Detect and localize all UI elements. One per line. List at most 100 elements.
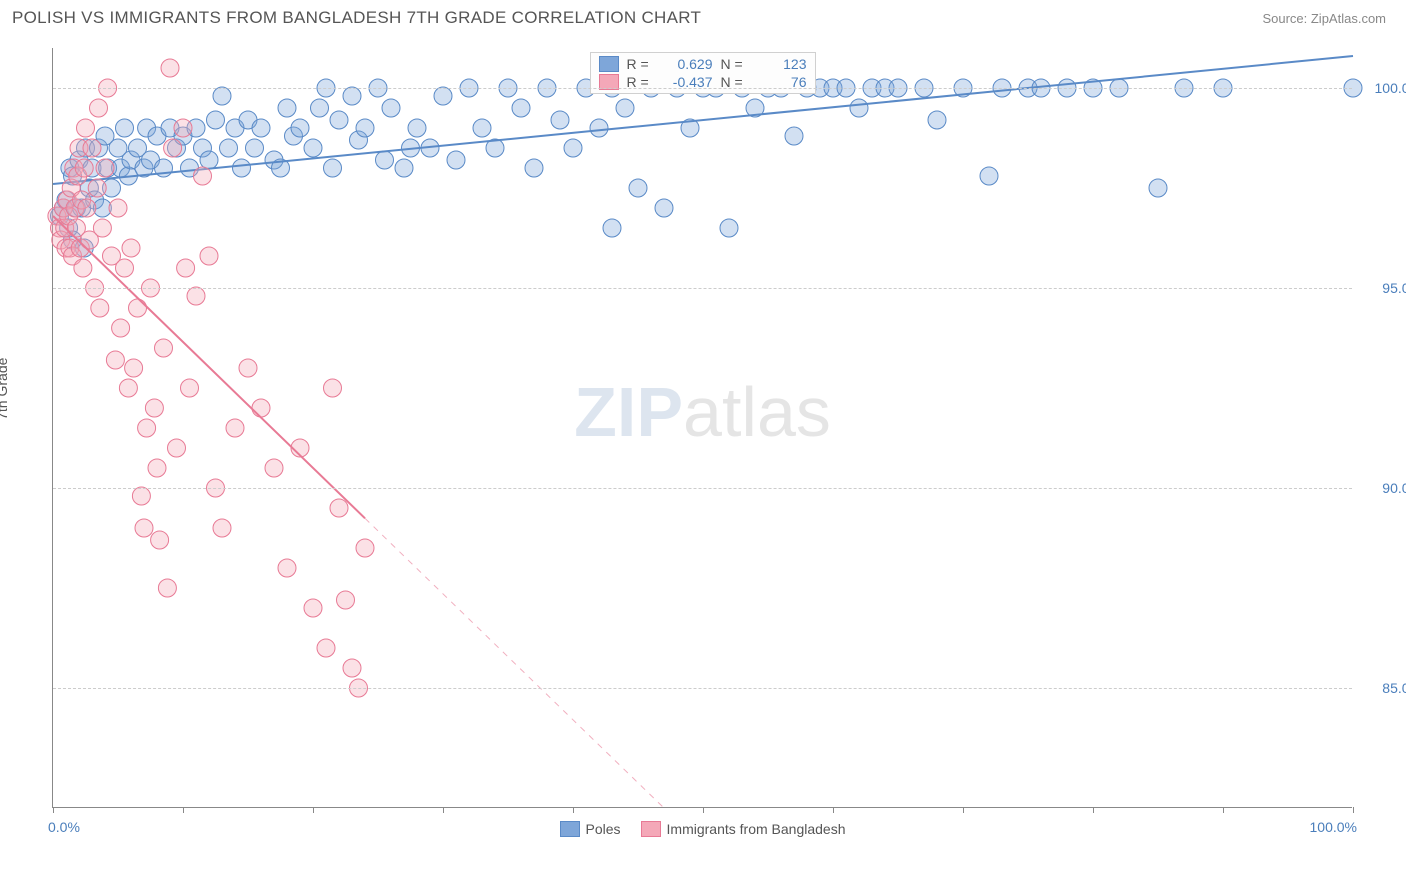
gridline bbox=[53, 88, 1352, 89]
data-point bbox=[512, 99, 530, 117]
data-point bbox=[304, 139, 322, 157]
chart-title: POLISH VS IMMIGRANTS FROM BANGLADESH 7TH… bbox=[12, 8, 701, 28]
data-point bbox=[226, 419, 244, 437]
data-point bbox=[158, 579, 176, 597]
y-tick-label: 85.0% bbox=[1362, 680, 1406, 696]
data-point bbox=[324, 159, 342, 177]
data-point bbox=[590, 119, 608, 137]
data-point bbox=[129, 299, 147, 317]
x-tick-max: 100.0% bbox=[1310, 819, 1357, 835]
data-point bbox=[616, 99, 634, 117]
chart-container: 7th Grade ZIPatlas R = 0.629 N = 123 R =… bbox=[12, 38, 1392, 848]
data-point bbox=[148, 459, 166, 477]
y-tick-label: 90.0% bbox=[1362, 480, 1406, 496]
data-point bbox=[200, 247, 218, 265]
x-tick bbox=[313, 807, 314, 813]
data-point bbox=[246, 139, 264, 157]
data-point bbox=[278, 99, 296, 117]
data-point bbox=[138, 419, 156, 437]
data-point bbox=[145, 399, 163, 417]
data-point bbox=[564, 139, 582, 157]
source-label: Source: ZipAtlas.com bbox=[1262, 11, 1386, 26]
x-tick bbox=[443, 807, 444, 813]
data-point bbox=[132, 487, 150, 505]
data-point bbox=[187, 287, 205, 305]
legend-item-poles: Poles bbox=[560, 821, 621, 837]
y-tick-label: 95.0% bbox=[1362, 280, 1406, 296]
data-point bbox=[434, 87, 452, 105]
data-point bbox=[91, 299, 109, 317]
r-value-poles: 0.629 bbox=[663, 56, 713, 72]
data-point bbox=[220, 139, 238, 157]
data-point bbox=[90, 99, 108, 117]
data-point bbox=[252, 119, 270, 137]
data-point bbox=[77, 119, 95, 137]
data-point bbox=[116, 119, 134, 137]
data-point bbox=[96, 159, 114, 177]
gridline bbox=[53, 688, 1352, 689]
data-point bbox=[161, 59, 179, 77]
data-point bbox=[785, 127, 803, 145]
data-point bbox=[112, 319, 130, 337]
data-point bbox=[213, 519, 231, 537]
data-point bbox=[122, 239, 140, 257]
x-tick bbox=[833, 807, 834, 813]
data-point bbox=[551, 111, 569, 129]
data-point bbox=[629, 179, 647, 197]
data-point bbox=[376, 151, 394, 169]
x-tick bbox=[183, 807, 184, 813]
stats-row-poles: R = 0.629 N = 123 bbox=[591, 55, 815, 73]
swatch-poles bbox=[599, 56, 619, 72]
data-point bbox=[181, 379, 199, 397]
data-point bbox=[239, 359, 257, 377]
data-point bbox=[135, 519, 153, 537]
legend-swatch-poles bbox=[560, 821, 580, 837]
data-point bbox=[1149, 179, 1167, 197]
plot-svg bbox=[53, 48, 1352, 807]
data-point bbox=[330, 111, 348, 129]
data-point bbox=[106, 351, 124, 369]
data-point bbox=[304, 599, 322, 617]
data-point bbox=[88, 179, 106, 197]
data-point bbox=[174, 119, 192, 137]
data-point bbox=[119, 379, 137, 397]
data-point bbox=[603, 219, 621, 237]
x-tick bbox=[573, 807, 574, 813]
data-point bbox=[151, 531, 169, 549]
legend-swatch-bangladesh bbox=[641, 821, 661, 837]
data-point bbox=[109, 199, 127, 217]
data-point bbox=[164, 139, 182, 157]
data-point bbox=[395, 159, 413, 177]
x-tick bbox=[1353, 807, 1354, 813]
data-point bbox=[324, 379, 342, 397]
data-point bbox=[408, 119, 426, 137]
x-tick bbox=[1093, 807, 1094, 813]
data-point bbox=[356, 119, 374, 137]
data-point bbox=[343, 659, 361, 677]
data-point bbox=[75, 159, 93, 177]
y-axis-label: 7th Grade bbox=[0, 358, 10, 420]
data-point bbox=[720, 219, 738, 237]
data-point bbox=[311, 99, 329, 117]
data-point bbox=[213, 87, 231, 105]
data-point bbox=[317, 639, 335, 657]
data-point bbox=[525, 159, 543, 177]
gridline bbox=[53, 288, 1352, 289]
x-tick bbox=[963, 807, 964, 813]
legend-label-poles: Poles bbox=[586, 821, 621, 837]
data-point bbox=[278, 559, 296, 577]
data-point bbox=[74, 259, 92, 277]
data-point bbox=[473, 119, 491, 137]
legend-label-bangladesh: Immigrants from Bangladesh bbox=[667, 821, 846, 837]
data-point bbox=[177, 259, 195, 277]
data-point bbox=[125, 359, 143, 377]
data-point bbox=[330, 499, 348, 517]
x-tick bbox=[53, 807, 54, 813]
data-point bbox=[168, 439, 186, 457]
data-point bbox=[850, 99, 868, 117]
data-point bbox=[200, 151, 218, 169]
legend-item-bangladesh: Immigrants from Bangladesh bbox=[641, 821, 846, 837]
data-point bbox=[343, 87, 361, 105]
data-point bbox=[155, 339, 173, 357]
x-tick-min: 0.0% bbox=[48, 819, 80, 835]
